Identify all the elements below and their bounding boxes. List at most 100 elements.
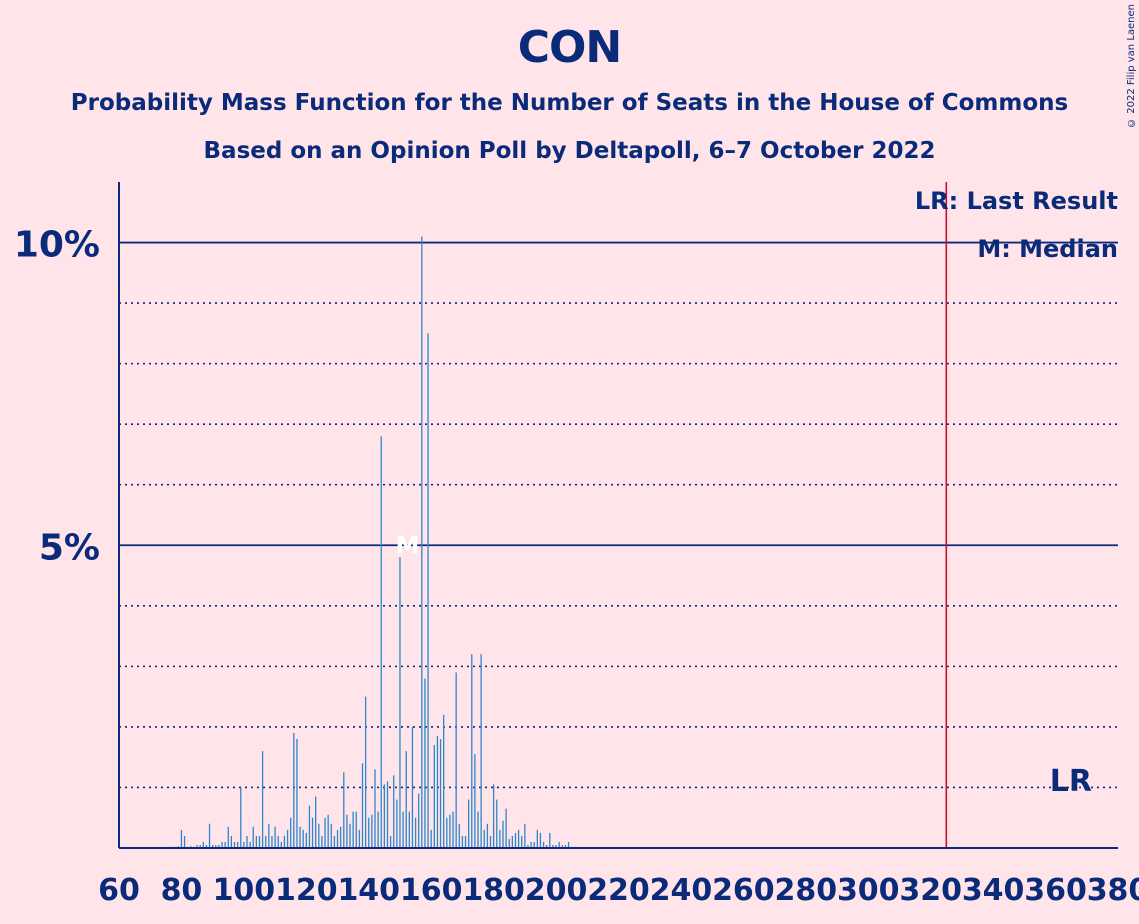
- seat-bar: [199, 844, 201, 848]
- seat-bar: [461, 835, 464, 848]
- x-tick-label: 240: [650, 873, 713, 908]
- seat-bar: [243, 841, 245, 848]
- seat-bar: [336, 829, 339, 848]
- x-tick-label: 260: [712, 873, 775, 908]
- seat-bar: [327, 814, 329, 848]
- seat-bar: [380, 436, 382, 848]
- seat-bar: [408, 811, 410, 848]
- seat-bar: [474, 754, 476, 848]
- seat-bar: [321, 835, 323, 848]
- x-tick-label: 220: [587, 873, 650, 908]
- seat-bar: [349, 823, 351, 848]
- last-result-label: LR: [1050, 764, 1092, 799]
- seat-bar: [196, 844, 198, 848]
- seat-bar: [502, 820, 504, 848]
- seat-bar: [524, 823, 526, 848]
- seat-bar: [433, 745, 435, 848]
- seat-bar: [290, 817, 292, 848]
- seat-bar: [480, 654, 482, 848]
- seat-bar: [396, 799, 398, 848]
- seat-bar: [246, 835, 248, 848]
- seat-bar: [368, 817, 370, 848]
- seat-bar: [471, 654, 473, 848]
- seat-bar: [208, 823, 211, 848]
- seat-bar: [183, 835, 186, 848]
- seat-bar: [346, 814, 348, 848]
- chart-subtitle: Probability Mass Function for the Number…: [70, 90, 1069, 116]
- seat-bar: [536, 829, 538, 848]
- seat-bar: [508, 838, 510, 848]
- x-tick-label: 120: [275, 873, 338, 908]
- seat-bar: [405, 751, 407, 848]
- legend-last-result: LR: Last Result: [915, 187, 1118, 215]
- seat-bar: [436, 735, 439, 848]
- seat-bar: [274, 826, 276, 848]
- seat-bar: [389, 835, 392, 848]
- y-tick-label: 5%: [39, 527, 100, 568]
- seat-bar: [268, 823, 270, 848]
- seat-bar: [343, 772, 345, 848]
- seat-bar: [315, 796, 317, 848]
- seat-bar: [265, 835, 267, 848]
- seat-bar: [486, 823, 489, 848]
- seat-bar: [240, 787, 242, 848]
- seat-bar: [414, 817, 417, 848]
- seat-bar: [430, 829, 432, 848]
- seat-bar: [230, 835, 233, 848]
- seat-bar: [539, 832, 542, 848]
- seat-bar: [564, 844, 567, 848]
- chart-source: Based on an Opinion Poll by Deltapoll, 6…: [203, 138, 936, 164]
- seat-bar: [542, 841, 545, 848]
- seat-bar: [483, 829, 485, 848]
- seat-bar: [221, 841, 223, 848]
- seat-bar: [308, 805, 311, 848]
- seat-bar: [224, 841, 226, 848]
- seat-bar: [521, 835, 523, 848]
- seat-bar: [499, 829, 501, 848]
- seat-bar: [311, 817, 314, 848]
- seat-bar: [299, 826, 301, 848]
- seat-bar: [439, 739, 442, 848]
- x-tick-label: 160: [400, 873, 463, 908]
- seat-bar: [218, 844, 220, 848]
- seat-bar: [464, 835, 467, 848]
- y-tick-label: 10%: [14, 225, 100, 266]
- seat-bar: [180, 829, 183, 848]
- seat-bar: [271, 835, 273, 848]
- seat-bar: [492, 784, 495, 848]
- seat-bar: [374, 769, 376, 848]
- seat-bar: [399, 557, 401, 848]
- seat-bar: [255, 835, 258, 848]
- x-tick-label: 80: [161, 873, 203, 908]
- seat-bar: [555, 844, 557, 848]
- seat-bar: [418, 793, 420, 848]
- seat-bar: [215, 844, 217, 848]
- seat-bar: [212, 844, 214, 848]
- seat-bar: [530, 841, 532, 848]
- seat-bar: [318, 823, 320, 848]
- x-tick-label: 340: [962, 873, 1025, 908]
- seat-bar: [358, 829, 361, 848]
- seat-bar: [477, 811, 479, 848]
- seat-bar: [424, 678, 426, 848]
- seat-bar: [421, 236, 423, 848]
- seat-bar: [455, 672, 457, 848]
- x-tick-label: 140: [337, 873, 400, 908]
- x-tick-label: 180: [462, 873, 525, 908]
- seat-bar: [324, 817, 326, 848]
- seat-bar: [355, 811, 357, 848]
- seat-bar: [333, 835, 336, 848]
- seat-bar: [371, 814, 373, 848]
- seat-bar: [393, 775, 395, 848]
- seat-bar: [227, 826, 229, 848]
- seat-bar: [517, 829, 520, 848]
- seat-bar: [552, 844, 554, 848]
- seat-bar: [527, 844, 529, 848]
- seat-bar: [233, 841, 236, 848]
- x-tick-label: 380: [1087, 873, 1139, 908]
- seat-bar: [446, 817, 448, 848]
- seat-bar: [567, 841, 570, 848]
- seat-bar: [383, 784, 386, 848]
- seat-bar: [205, 844, 208, 848]
- x-tick-label: 60: [98, 873, 140, 908]
